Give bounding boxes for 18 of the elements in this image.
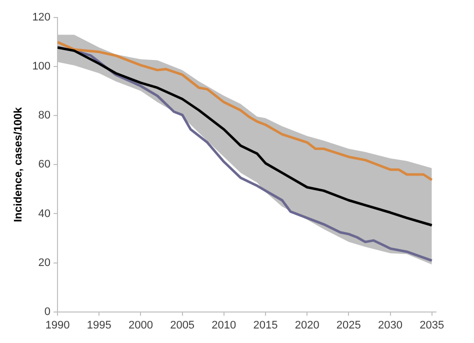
y-tick-label: 0: [44, 306, 51, 318]
x-tick-label: 1995: [86, 319, 112, 332]
y-tick-label: 60: [38, 158, 51, 171]
x-tick-label: 2005: [170, 319, 195, 332]
x-tick-label: 2010: [212, 319, 236, 332]
x-tick-label: 1990: [45, 319, 70, 332]
x-tick-label: 2025: [336, 319, 361, 332]
y-axis-title: Incidence, cases/100k: [12, 106, 25, 222]
x-tick-label: 2020: [294, 319, 320, 332]
y-tick-label: 20: [38, 256, 51, 269]
y-tick-label: 80: [38, 110, 51, 122]
y-tick-label: 40: [38, 208, 51, 220]
x-tick-label: 2030: [378, 319, 402, 332]
x-tick-label: 2015: [253, 319, 278, 332]
x-tick-label: 2035: [420, 319, 444, 332]
x-tick-label: 2000: [128, 319, 153, 332]
y-tick-label: 100: [32, 60, 51, 73]
y-tick-label: 120: [32, 12, 51, 24]
